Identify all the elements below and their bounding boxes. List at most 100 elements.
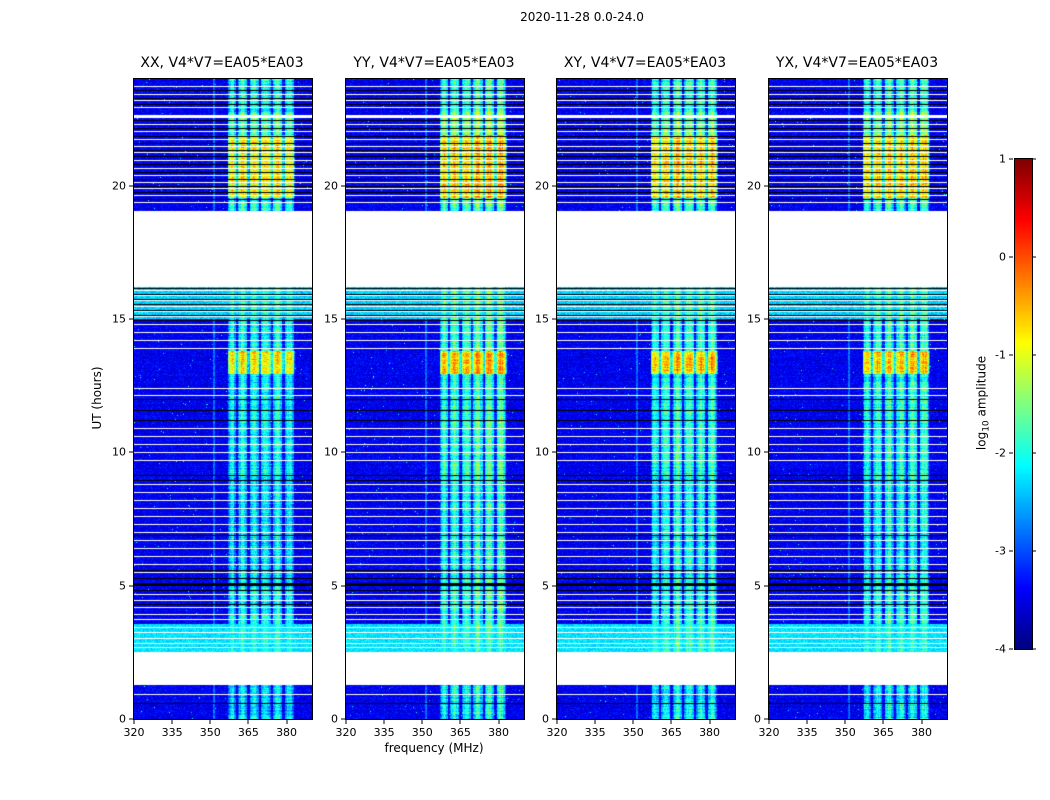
x-tick-mark: [133, 720, 135, 724]
colorbar-tick-label: -1: [995, 348, 1006, 362]
y-tick-mark: [129, 451, 133, 453]
y-tick-mark: [552, 718, 556, 720]
x-tick-label: 365: [449, 726, 471, 739]
y-tick-mark: [764, 185, 768, 187]
x-tick-label: 380: [911, 726, 933, 739]
y-tick-mark: [341, 318, 345, 320]
x-tick-label: 335: [161, 726, 183, 739]
x-tick-mark: [632, 720, 634, 724]
y-tick-mark: [552, 451, 556, 453]
colorbar-tick-mark: [1009, 452, 1013, 454]
x-tick-mark: [345, 720, 347, 724]
y-tick-label: 20: [747, 179, 761, 193]
colorbar: 1 0 -1 -2 -3 -4: [995, 153, 1036, 656]
y-tick-mark: [764, 451, 768, 453]
x-tick-label: 350: [834, 726, 856, 739]
x-tick-mark: [247, 720, 249, 724]
colorbar-tick-mark: [1032, 550, 1036, 552]
y-tick-mark: [129, 585, 133, 587]
colorbar-tick-label: -2: [995, 446, 1006, 460]
x-tick-label: 365: [660, 726, 682, 739]
spectrogram-panel-xy: XY, V4*V7=EA05*EA03 320 335 350 365 380 0 5 10 1…: [535, 55, 736, 739]
y-tick-mark: [341, 585, 345, 587]
colorbar-label-pre: log: [974, 431, 989, 451]
x-tick-label: 350: [622, 726, 644, 739]
x-tick-label: 365: [237, 726, 259, 739]
y-tick-mark: [764, 318, 768, 320]
y-tick-label: 20: [112, 179, 126, 193]
y-tick-label: 20: [324, 179, 338, 193]
spectrogram-canvas-xx: [133, 78, 313, 720]
panel-title-yy: YY, V4*V7=EA05*EA03: [353, 55, 515, 71]
x-tick-mark: [670, 720, 672, 724]
colorbar-tick-mark: [1032, 648, 1036, 650]
x-tick-label: 335: [373, 726, 395, 739]
y-tick-label: 0: [754, 712, 761, 726]
x-tick-label: 380: [276, 726, 298, 739]
y-tick-label: 10: [535, 445, 549, 459]
x-tick-mark: [844, 720, 846, 724]
x-tick-label: 350: [199, 726, 221, 739]
y-tick-label: 15: [112, 312, 126, 326]
y-tick-mark: [552, 185, 556, 187]
x-tick-mark: [882, 720, 884, 724]
y-tick-mark: [129, 318, 133, 320]
x-tick-mark: [459, 720, 461, 724]
y-tick-label: 15: [324, 312, 338, 326]
colorbar-label-post: amplitude: [974, 355, 989, 421]
colorbar-tick-label: -4: [995, 642, 1006, 656]
colorbar-tick-mark: [1009, 354, 1013, 356]
x-tick-mark: [594, 720, 596, 724]
figure-title: 2020-11-28 0.0-24.0: [520, 10, 644, 24]
colorbar-tick-mark: [1032, 452, 1036, 454]
y-tick-mark: [764, 718, 768, 720]
y-tick-label: 10: [112, 445, 126, 459]
y-tick-label: 15: [747, 312, 761, 326]
y-tick-label: 20: [535, 179, 549, 193]
x-tick-label: 320: [758, 726, 780, 739]
y-tick-label: 15: [535, 312, 549, 326]
colorbar-tick-mark: [1032, 256, 1036, 258]
colorbar-tick-label: 1: [999, 152, 1006, 166]
colorbar-tick-label: -3: [995, 544, 1006, 558]
colorbar-tick-mark: [1009, 550, 1013, 552]
x-tick-label: 380: [488, 726, 510, 739]
y-tick-mark: [341, 718, 345, 720]
x-tick-label: 350: [411, 726, 433, 739]
x-axis-label: frequency (MHz): [384, 741, 484, 755]
spectrogram-panel-yx: YX, V4*V7=EA05*EA03 320 335 350 365 380 0 5 10 1…: [747, 55, 948, 739]
y-tick-mark: [552, 318, 556, 320]
y-tick-label: 10: [747, 445, 761, 459]
y-tick-label: 5: [754, 579, 761, 593]
x-tick-label: 320: [123, 726, 145, 739]
colorbar-tick-mark: [1032, 354, 1036, 356]
colorbar-tick-mark: [1032, 158, 1036, 160]
y-tick-label: 5: [542, 579, 549, 593]
x-tick-label: 380: [699, 726, 721, 739]
spectrogram-canvas-yy: [345, 78, 525, 720]
x-tick-mark: [171, 720, 173, 724]
colorbar-gradient: [1014, 158, 1033, 650]
y-tick-mark: [341, 185, 345, 187]
spectrogram-canvas-xy: [556, 78, 736, 720]
x-tick-label: 335: [796, 726, 818, 739]
y-axis-label: UT (hours): [90, 366, 104, 430]
y-tick-label: 0: [542, 712, 549, 726]
colorbar-tick-mark: [1009, 256, 1013, 258]
y-tick-label: 5: [331, 579, 338, 593]
spectrogram-canvas-yx: [768, 78, 948, 720]
x-tick-mark: [806, 720, 808, 724]
y-tick-label: 10: [324, 445, 338, 459]
panel-title-yx: YX, V4*V7=EA05*EA03: [775, 55, 939, 71]
y-tick-mark: [552, 585, 556, 587]
y-tick-mark: [129, 185, 133, 187]
panel-title-xx: XX, V4*V7=EA05*EA03: [140, 55, 304, 71]
colorbar-tick-mark: [1009, 158, 1013, 160]
x-tick-mark: [286, 720, 288, 724]
x-tick-label: 320: [335, 726, 357, 739]
x-tick-mark: [921, 720, 923, 724]
x-tick-mark: [421, 720, 423, 724]
x-tick-label: 365: [872, 726, 894, 739]
spectrogram-panel-yy: YY, V4*V7=EA05*EA03 320 335 350 365 380 0 5 10 1…: [324, 55, 525, 739]
